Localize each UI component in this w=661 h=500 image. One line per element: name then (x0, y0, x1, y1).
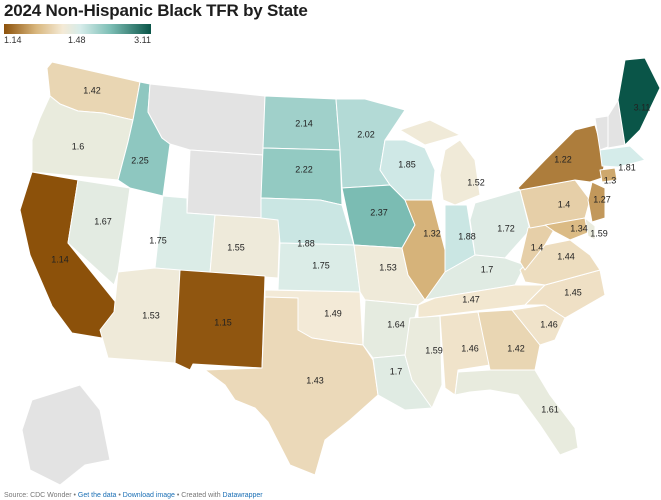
state-value-label-az: 1.53 (142, 310, 160, 320)
state-mi[interactable] (399, 119, 481, 206)
state-sc[interactable] (511, 304, 566, 346)
state-value-label-id: 2.25 (131, 155, 149, 165)
state-ma[interactable] (599, 145, 646, 168)
state-value-label-or: 1.6 (72, 141, 85, 151)
state-value-label-mi: 1.52 (467, 177, 485, 187)
state-value-label-tx: 1.43 (306, 375, 324, 385)
state-value-label-md: 1.34 (570, 223, 588, 233)
state-fl[interactable] (454, 369, 579, 456)
state-value-label-il: 1.32 (423, 228, 441, 238)
state-value-label-nd: 2.14 (295, 118, 313, 128)
state-co[interactable] (209, 214, 281, 279)
state-value-label-ar: 1.64 (387, 319, 405, 329)
state-ga[interactable] (477, 309, 541, 371)
state-az[interactable] (99, 267, 181, 364)
state-me[interactable] (617, 57, 661, 146)
state-value-label-ky: 1.7 (481, 264, 494, 274)
state-value-label-mo: 1.53 (379, 262, 397, 272)
state-value-label-ia: 2.37 (370, 207, 388, 217)
datawrapper-link[interactable]: Datawrapper (222, 492, 263, 499)
state-value-label-ut: 1.75 (149, 235, 167, 245)
state-nv[interactable] (67, 179, 131, 286)
state-value-label-ny: 1.22 (554, 154, 572, 164)
state-value-label-ma: 1.81 (618, 162, 636, 172)
legend-mid-label: 1.48 (68, 35, 86, 45)
state-nm[interactable] (174, 269, 266, 371)
state-md[interactable] (544, 217, 591, 241)
color-legend: 1.14 1.48 3.11 (4, 24, 151, 48)
state-value-label-va: 1.44 (557, 251, 575, 261)
state-wy[interactable] (186, 149, 264, 219)
state-ak[interactable] (21, 384, 111, 486)
state-value-label-sd: 2.22 (295, 164, 313, 174)
state-value-label-mn: 2.02 (357, 129, 375, 139)
state-de[interactable] (584, 217, 596, 241)
footer-separator: • Created with (174, 492, 223, 499)
state-value-label-oh: 1.72 (497, 223, 515, 233)
legend-labels: 1.14 1.48 3.11 (4, 34, 151, 48)
legend-min-label: 1.14 (4, 35, 22, 45)
state-ny[interactable] (517, 124, 606, 191)
state-value-label-ne: 1.88 (297, 238, 315, 248)
state-value-label-ok: 1.49 (324, 308, 342, 318)
state-tx[interactable] (204, 296, 379, 476)
footer-separator: • (71, 492, 78, 499)
state-value-label-sc: 1.46 (540, 319, 558, 329)
state-nj[interactable] (587, 181, 606, 223)
state-value-label-wa: 1.42 (83, 85, 101, 95)
state-value-label-ks: 1.75 (312, 260, 330, 270)
state-value-label-nj: 1.27 (593, 194, 611, 204)
footer: Source: CDC Wonder • Get the data • Down… (4, 492, 263, 499)
state-value-label-tn: 1.47 (462, 294, 480, 304)
state-value-label-nc: 1.45 (564, 287, 582, 297)
state-sd[interactable] (260, 147, 343, 206)
state-value-label-la: 1.7 (390, 366, 403, 376)
state-value-label-nm: 1.15 (214, 317, 232, 327)
state-value-label-me: 3.11 (634, 102, 651, 112)
state-value-label-fl: 1.61 (541, 404, 559, 414)
state-value-label-co: 1.55 (227, 242, 245, 252)
state-value-label-ca: 1.14 (51, 254, 69, 264)
legend-gradient-bar (4, 24, 151, 34)
chart-title: 2024 Non-Hispanic Black TFR by State (4, 1, 308, 20)
state-value-label-in: 1.88 (458, 231, 476, 241)
source-text: Source: CDC Wonder (4, 492, 72, 499)
state-value-label-wi: 1.85 (398, 159, 416, 169)
state-value-label-de: 1.59 (590, 228, 608, 238)
state-ct[interactable] (599, 167, 618, 183)
state-value-label-wv: 1.4 (531, 242, 544, 252)
state-value-label-al: 1.46 (461, 343, 479, 353)
download-image-link[interactable]: Download image (122, 492, 175, 499)
get-data-link[interactable]: Get the data (77, 492, 117, 499)
legend-max-label: 3.11 (134, 35, 151, 45)
state-value-label-pa: 1.4 (558, 199, 571, 209)
state-value-label-ct: 1.3 (604, 175, 617, 185)
state-value-label-nv: 1.67 (94, 216, 112, 226)
state-value-label-ms: 1.59 (425, 345, 443, 355)
footer-separator: • (116, 492, 123, 499)
state-value-label-ga: 1.42 (507, 343, 525, 353)
